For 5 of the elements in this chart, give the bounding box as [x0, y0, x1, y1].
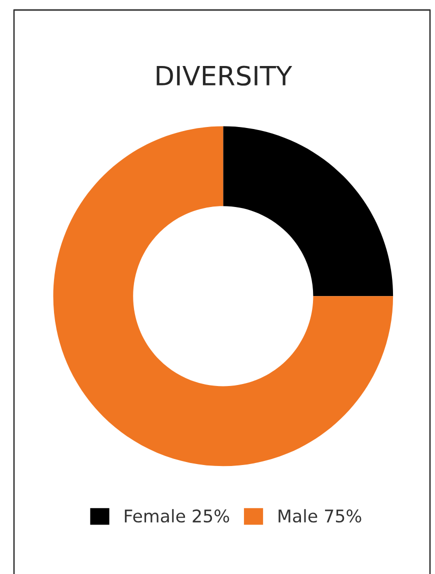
chart-title: DIVERSITY	[156, 66, 292, 86]
legend-label: Male 75%	[278, 509, 362, 523]
donut-slice	[53, 126, 394, 466]
legend-label: Female 25%	[124, 509, 230, 523]
donut-slice	[223, 126, 394, 296]
